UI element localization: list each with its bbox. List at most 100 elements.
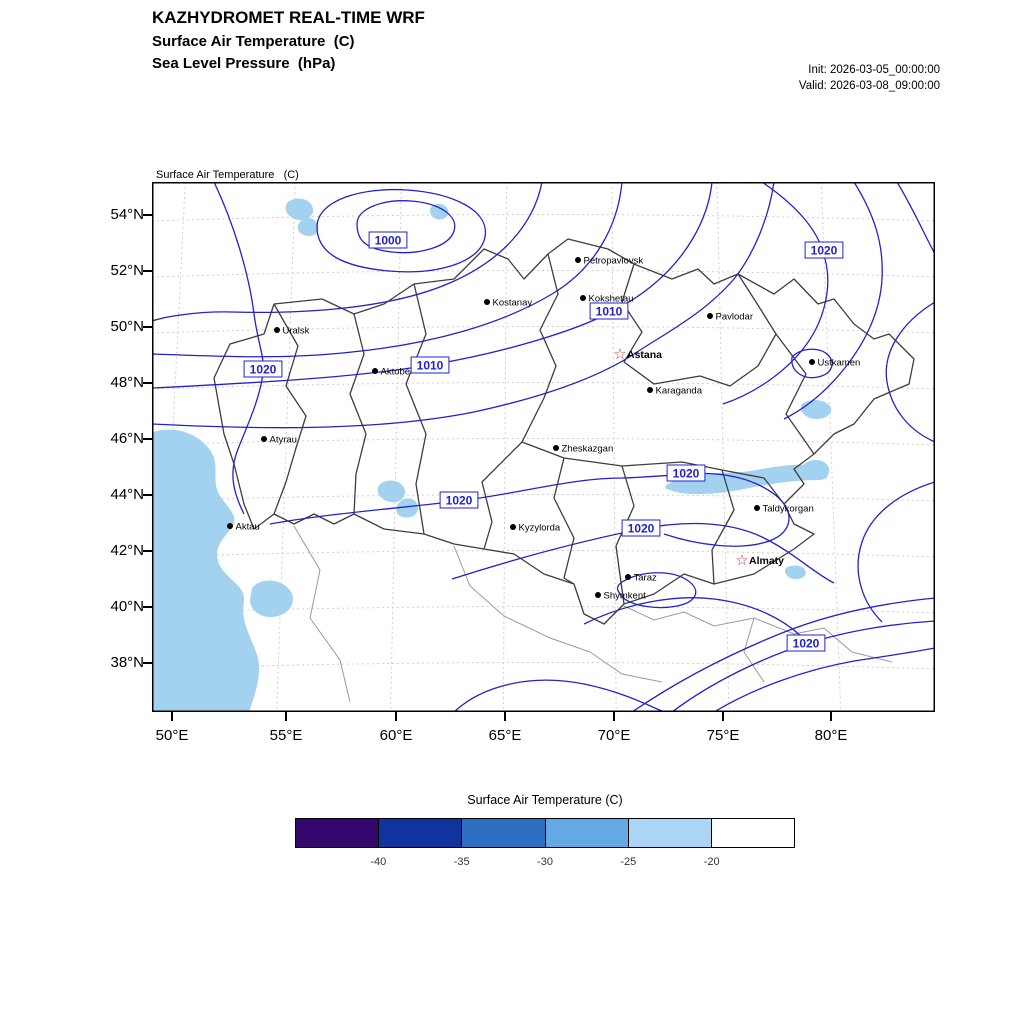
pressure-contour-label: 1010: [589, 302, 629, 320]
city-dot-icon: [754, 505, 760, 511]
city-label: Aktobe: [381, 367, 411, 378]
lon-axis-label: 70°E: [597, 727, 631, 744]
page-title: KAZHYDROMET REAL-TIME WRF: [152, 8, 425, 27]
svg-text:1020: 1020: [628, 522, 655, 536]
city-label: Shymkent: [604, 591, 647, 602]
colorbar-title: Surface Air Temperature (C): [467, 793, 623, 807]
city-dot-icon: [575, 257, 581, 263]
city-marker-kyzylorda: Kyzylorda: [510, 523, 561, 534]
city-label: Ustkamen: [818, 358, 861, 369]
capital-star-icon: ☆: [735, 551, 748, 569]
pressure-contour-label: 1020: [439, 491, 479, 509]
temperature-colorbar: [295, 818, 795, 848]
kapchagay-reservoir: [784, 565, 806, 580]
colorbar-tick-label: -20: [703, 856, 720, 868]
city-dot-icon: [372, 368, 378, 374]
city-dot-icon: [274, 327, 280, 333]
colorbar-tick-label: -25: [620, 856, 637, 868]
colorbar-tick-label: -35: [453, 856, 470, 868]
lat-axis-tick: [143, 382, 152, 384]
city-marker-kokshetau: Kokshetau: [580, 294, 633, 305]
city-dot-icon: [261, 436, 267, 442]
northern-lake-1: [285, 198, 314, 221]
colorbar-cell: [379, 819, 463, 847]
graticule-parallel: [151, 382, 936, 390]
graticule-parallel: [151, 326, 936, 334]
lon-axis-tick: [504, 712, 506, 721]
city-marker-zheskazgan: Zheskazgan: [553, 444, 613, 455]
neighbor-country-borders: [293, 525, 893, 703]
svg-text:1010: 1010: [596, 305, 623, 319]
city-label: Kokshetau: [589, 294, 634, 305]
city-markers: Petropavlovsk Kostanay Kokshetau Pavlodar Ur…: [227, 256, 860, 602]
city-label: Petropavlovsk: [584, 256, 644, 267]
city-label: Pavlodar: [716, 312, 754, 323]
city-dot-icon: [227, 523, 233, 529]
lat-axis-label: 44°N: [110, 486, 144, 503]
city-dot-icon: [580, 295, 586, 301]
capital-star-icon: ☆: [613, 345, 626, 363]
lake-alakol: [802, 460, 830, 480]
city-dot-icon: [510, 524, 516, 530]
lat-axis-label: 52°N: [110, 262, 144, 279]
city-label: Taldykorgan: [763, 504, 814, 515]
city-label: Uralsk: [283, 326, 310, 337]
model-run-info: Init: 2026-03-05_00:00:00 Valid: 2026-03…: [799, 62, 940, 94]
graticule-parallel: [151, 494, 936, 502]
lon-axis-tick: [285, 712, 287, 721]
city-dot-icon: [647, 387, 653, 393]
city-marker-petropavlovsk: Petropavlovsk: [575, 256, 643, 267]
colorbar-cell: [628, 819, 712, 847]
svg-text:1010: 1010: [417, 359, 444, 373]
city-marker-aktau: Aktau: [227, 522, 260, 533]
city-marker-kostanay: Kostanay: [484, 298, 532, 309]
lon-axis-label: 65°E: [488, 727, 522, 744]
city-dot-icon: [484, 299, 490, 305]
lon-axis-label: 80°E: [814, 727, 848, 744]
city-dot-icon: [553, 445, 559, 451]
city-marker-atyrau: Atyrau: [261, 435, 297, 446]
pressure-contour-label: 1010: [410, 356, 450, 374]
aral-sea-west: [377, 480, 406, 503]
city-marker-aktobe: Aktobe: [372, 367, 410, 378]
lon-axis-label: 50°E: [155, 727, 189, 744]
lat-axis-tick: [143, 214, 152, 216]
lat-axis-tick: [143, 326, 152, 328]
lat-axis-tick: [143, 270, 152, 272]
lat-axis-label: 54°N: [110, 206, 144, 223]
lon-axis-tick: [613, 712, 615, 721]
city-dot-icon: [707, 313, 713, 319]
lat-axis-tick: [143, 494, 152, 496]
pressure-contour-label: 1020: [786, 634, 826, 652]
city-dot-icon: [595, 592, 601, 598]
svg-text:1000: 1000: [375, 234, 402, 248]
init-time: Init: 2026-03-05_00:00:00: [808, 64, 940, 76]
kazakhstan-borders: [213, 238, 915, 625]
lat-axis-tick: [143, 550, 152, 552]
pressure-contour-label: 1020: [804, 241, 844, 259]
colorbar-cell: [545, 819, 629, 847]
city-label: Zheskazgan: [562, 444, 614, 455]
lat-axis-label: 42°N: [110, 542, 144, 559]
lat-axis-label: 50°N: [110, 318, 144, 335]
aral-sea-east: [396, 498, 418, 518]
northern-lake-3: [429, 203, 449, 220]
lat-axis-tick: [143, 662, 152, 664]
northern-lake-2: [297, 218, 319, 236]
graticule-parallel: [151, 550, 936, 558]
colorbar-tick-label: -30: [537, 856, 553, 868]
lon-axis-label: 75°E: [706, 727, 740, 744]
pressure-contour-label: 1020: [666, 464, 706, 482]
inset-legend-temperature: Surface Air Temperature (C): [156, 169, 299, 181]
colorbar-cell: [711, 819, 795, 847]
city-label: Taraz: [634, 573, 657, 584]
city-marker-astana: ☆ Astana: [613, 345, 662, 363]
lat-axis-label: 38°N: [110, 654, 144, 671]
lat-axis-tick: [143, 606, 152, 608]
caspian-sea: [147, 429, 260, 712]
lon-axis-tick: [395, 712, 397, 721]
svg-text:1020: 1020: [673, 467, 700, 481]
city-label: Atyrau: [270, 435, 297, 446]
city-marker-taraz: Taraz: [625, 573, 657, 584]
